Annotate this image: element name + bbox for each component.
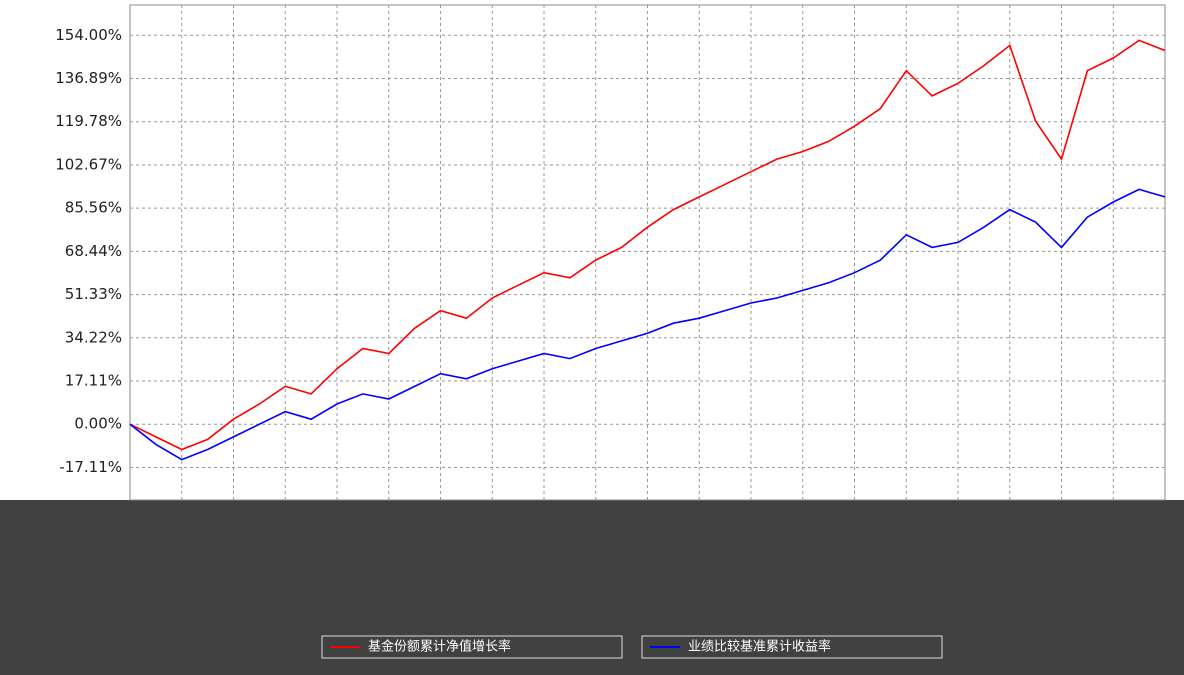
series-line bbox=[129, 188, 1166, 461]
y-tick-label: 34.22% bbox=[65, 328, 122, 346]
y-tick-label: -17.11% bbox=[59, 458, 122, 476]
axis-band bbox=[0, 500, 1184, 675]
legend-box bbox=[321, 635, 623, 659]
y-tick-label: 0.00% bbox=[74, 415, 122, 433]
y-tick-label: 154.00% bbox=[55, 26, 122, 44]
legend-label: 基金份额累计净值增长率 bbox=[368, 639, 511, 655]
y-tick-label: 102.67% bbox=[55, 155, 122, 173]
legend: 基金份额累计净值增长率 业绩比较基准累计收益率 bbox=[321, 635, 943, 659]
legend-label: 业绩比较基准累计收益率 bbox=[688, 639, 831, 655]
y-tick-label: 85.56% bbox=[65, 199, 122, 217]
legend-box bbox=[641, 635, 943, 659]
y-tick-label: 17.11% bbox=[65, 372, 122, 390]
y-tick-label: 119.78% bbox=[55, 112, 122, 130]
series-line bbox=[129, 39, 1166, 451]
y-tick-label: 68.44% bbox=[65, 242, 122, 260]
y-tick-label: 51.33% bbox=[65, 285, 122, 303]
y-tick-label: 136.89% bbox=[55, 69, 122, 87]
